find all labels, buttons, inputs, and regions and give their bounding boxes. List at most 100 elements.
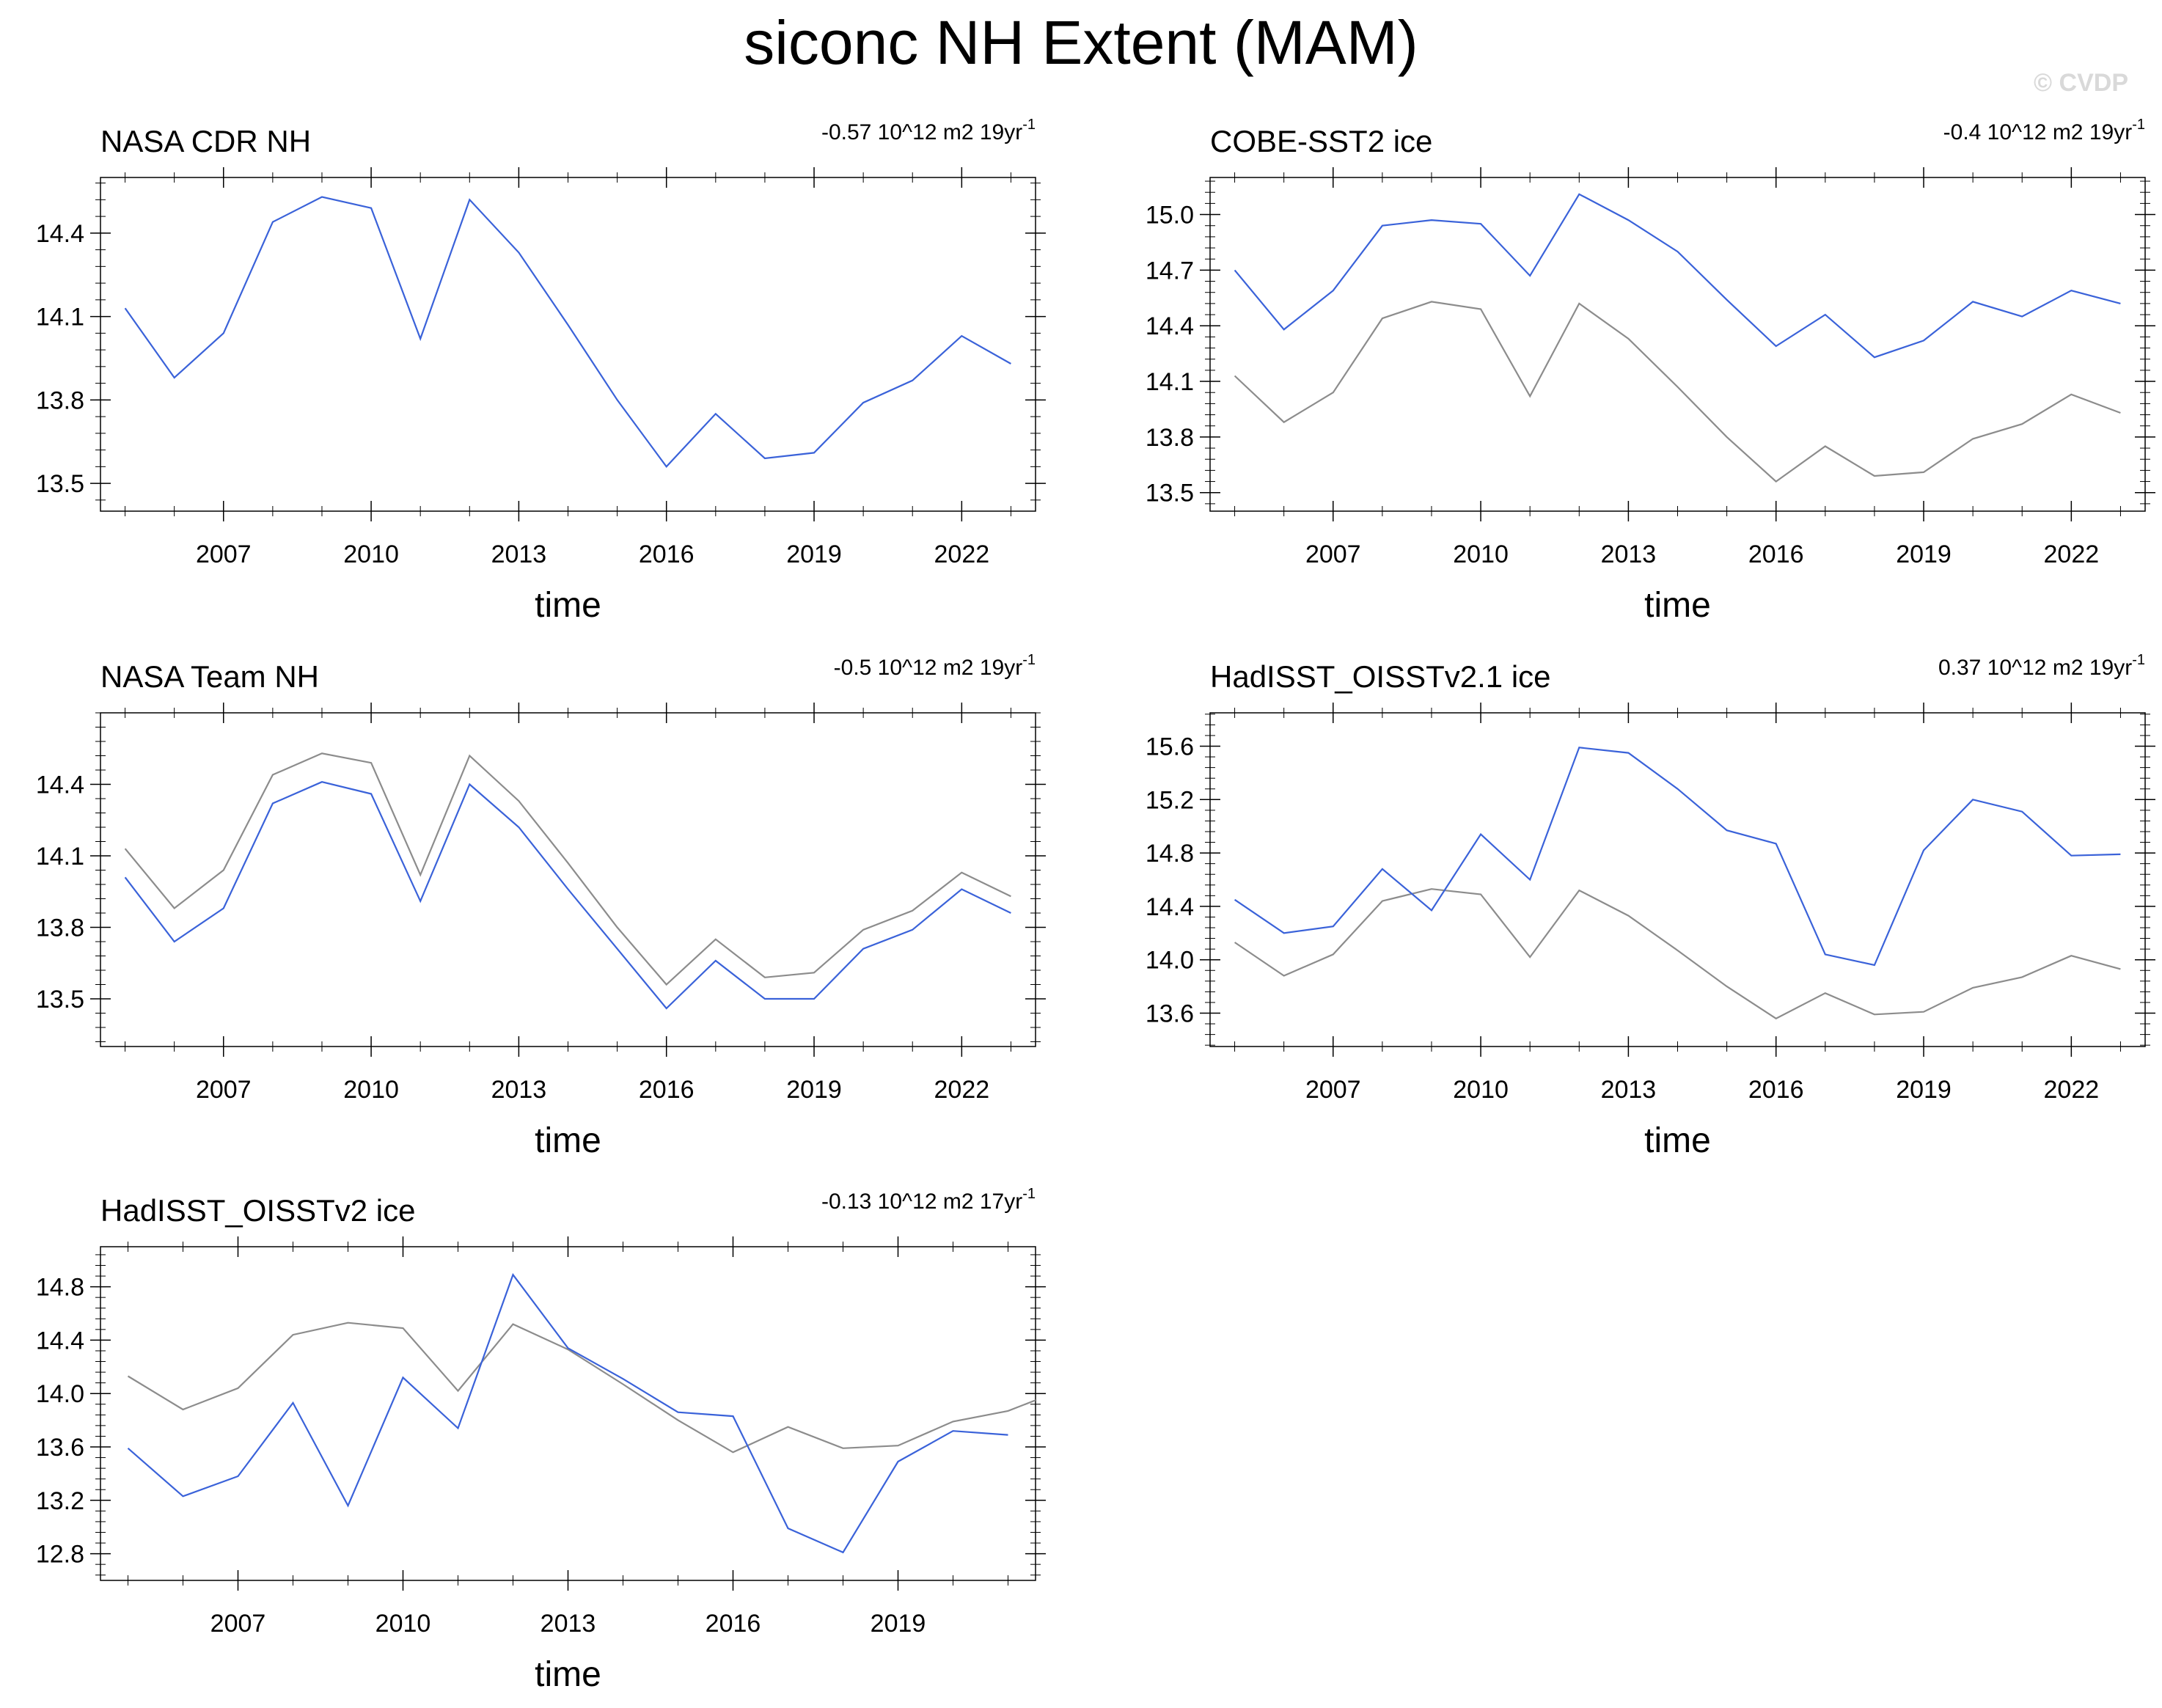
chart-title: HadISST_OISSTv2.1 ice [1210, 659, 1551, 694]
x-tick-label: 2016 [706, 1610, 761, 1638]
x-tick-label: 2022 [2044, 1076, 2100, 1104]
y-tick-label: 13.5 [1146, 480, 1194, 507]
y-tick-label: 13.2 [36, 1487, 84, 1515]
y-tick-label: 14.4 [36, 220, 84, 248]
x-tick-label: 2010 [343, 1076, 399, 1104]
y-tick-label: 14.4 [36, 1327, 84, 1355]
x-tick-label: 2019 [786, 1076, 842, 1104]
x-tick-label: 2013 [1601, 540, 1657, 568]
chart-title: HadISST_OISSTv2 ice [100, 1193, 416, 1228]
y-tick-label: 14.4 [1146, 893, 1194, 921]
reference-series-line [1234, 301, 2121, 483]
x-tick-label: 2013 [1601, 1076, 1657, 1104]
y-tick-label: 14.0 [1146, 947, 1194, 975]
chart-panel: NASA CDR NH -0.57 10^12 m2 19yr-1 14.4 14.1… [36, 117, 1046, 625]
y-tick-label: 13.5 [36, 470, 84, 498]
x-tick-label: 2016 [639, 540, 695, 568]
x-tick-label: 2016 [639, 1076, 695, 1104]
x-tick-label: 2010 [375, 1610, 431, 1638]
trend-exponent: -1 [2132, 652, 2145, 668]
x-tick-label: 2010 [343, 540, 399, 568]
x-tick-label: 2007 [210, 1610, 266, 1638]
x-tick-label: 2013 [491, 540, 547, 568]
x-tick-label: 2016 [1748, 540, 1804, 568]
y-tick-label: 14.7 [1146, 257, 1194, 285]
y-tick-label: 13.6 [1146, 1000, 1194, 1028]
x-tick-label: 2010 [1453, 1076, 1509, 1104]
x-axis-label: time [535, 586, 601, 625]
plot-frame [100, 1246, 1036, 1581]
x-tick-label: 2007 [1305, 1076, 1361, 1104]
trend-label: -0.5 10^12 m2 19yr-1 [834, 652, 1036, 680]
copyright-watermark: © CVDP [2034, 69, 2128, 97]
plot-frame [1209, 712, 2146, 1047]
trend-value: -0.5 10^12 m2 19yr [834, 656, 1023, 680]
y-tick-label: 14.0 [36, 1380, 84, 1408]
trend-label: -0.13 10^12 m2 17yr-1 [821, 1186, 1036, 1214]
dataset-series-line [124, 196, 1011, 469]
chart-panel: HadISST_OISSTv2 ice -0.13 10^12 m2 17yr-1… [36, 1186, 1046, 1694]
x-tick-label: 2022 [934, 1076, 990, 1104]
x-tick-label: 2013 [491, 1076, 547, 1104]
x-tick-label: 2007 [1305, 540, 1361, 568]
dataset-series-line [1234, 747, 2121, 967]
x-tick-label: 2019 [1896, 540, 1952, 568]
x-axis-label: time [1644, 1121, 1711, 1160]
chart-panel: HadISST_OISSTv2.1 ice 0.37 10^12 m2 19yr-… [1146, 652, 2155, 1160]
dataset-series-line [1234, 193, 2121, 359]
y-tick-label: 14.8 [1146, 840, 1194, 868]
y-tick-label: 13.8 [1146, 424, 1194, 452]
y-tick-label: 15.2 [1146, 786, 1194, 814]
y-tick-label: 14.1 [1146, 368, 1194, 396]
x-axis-label: time [535, 1121, 601, 1160]
x-tick-label: 2022 [2044, 540, 2100, 568]
chart-title: COBE-SST2 ice [1210, 124, 1432, 158]
chart-panel: NASA Team NH -0.5 10^12 m2 19yr-1 14.4 14.1… [36, 652, 1046, 1160]
y-tick-label: 12.8 [36, 1541, 84, 1569]
x-tick-label: 2019 [1896, 1076, 1952, 1104]
trend-exponent: -1 [1022, 1186, 1036, 1202]
dataset-series-line [124, 781, 1011, 1010]
y-tick-label: 14.1 [36, 304, 84, 331]
y-tick-label: 14.4 [36, 771, 84, 799]
y-tick-label: 13.8 [36, 386, 84, 414]
y-tick-label: 15.6 [1146, 733, 1194, 761]
trend-exponent: -1 [1022, 652, 1036, 668]
plot-frame [1209, 177, 2146, 512]
plot-frame [100, 712, 1036, 1047]
dataset-series-line [127, 1272, 1008, 1554]
x-axis-label: time [1644, 586, 1711, 625]
x-tick-label: 2007 [196, 540, 252, 568]
y-tick-label: 13.8 [36, 915, 84, 942]
x-tick-label: 2007 [196, 1076, 252, 1104]
chart-panel: COBE-SST2 ice -0.4 10^12 m2 19yr-1 15.0 14.… [1146, 117, 2155, 625]
y-tick-label: 14.4 [1146, 312, 1194, 340]
plot-frame [100, 177, 1036, 512]
reference-series-line [124, 752, 1011, 986]
y-tick-label: 13.6 [36, 1434, 84, 1462]
reference-series-line [1234, 888, 2121, 1020]
trend-exponent: -1 [2132, 117, 2145, 133]
trend-value: -0.57 10^12 m2 19yr [821, 120, 1022, 144]
x-tick-label: 2010 [1453, 540, 1509, 568]
x-tick-label: 2022 [934, 540, 990, 568]
y-tick-label: 14.8 [36, 1274, 84, 1302]
y-tick-label: 15.0 [1146, 202, 1194, 230]
x-axis-label: time [535, 1655, 601, 1694]
y-tick-label: 14.1 [36, 843, 84, 871]
reference-series-line [127, 1322, 1036, 1454]
chart-title: NASA Team NH [100, 659, 319, 694]
trend-value: -0.13 10^12 m2 17yr [821, 1190, 1022, 1214]
x-tick-label: 2013 [540, 1610, 596, 1638]
x-tick-label: 2016 [1748, 1076, 1804, 1104]
trend-label: -0.4 10^12 m2 19yr-1 [1943, 117, 2145, 144]
x-tick-label: 2019 [871, 1610, 926, 1638]
trend-value: 0.37 10^12 m2 19yr [1938, 656, 2132, 680]
trend-value: -0.4 10^12 m2 19yr [1943, 120, 2133, 144]
y-tick-label: 13.5 [36, 986, 84, 1014]
x-tick-label: 2019 [786, 540, 842, 568]
chart-title: NASA CDR NH [100, 124, 311, 158]
trend-label: -0.57 10^12 m2 19yr-1 [821, 117, 1036, 144]
